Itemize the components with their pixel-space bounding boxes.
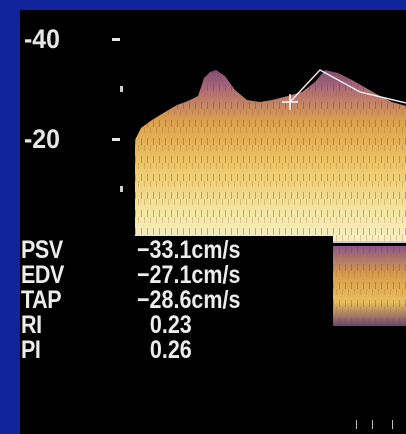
measurement-key: EDV xyxy=(21,261,64,289)
scale-tick-mid xyxy=(112,138,120,141)
measurement-value: −27.1cm/s xyxy=(137,261,241,289)
measurement-value: 0.23 xyxy=(149,311,192,339)
measurement-row: EDV −27.1cm/s xyxy=(21,261,333,289)
measurement-value: −28.6cm/s xyxy=(137,286,241,314)
measurement-value: −33.1cm/s xyxy=(137,236,241,264)
measurement-table: PSV −33.1cm/s EDV −27.1cm/s TAP −28.6cm/… xyxy=(21,236,333,364)
measurement-row: TAP −28.6cm/s xyxy=(21,286,333,314)
scale-label-upper: -40 xyxy=(24,24,60,54)
time-marker xyxy=(356,420,357,429)
spectral-doppler-display xyxy=(135,69,406,326)
scale-dot xyxy=(120,186,123,192)
measurement-key: TAP xyxy=(21,286,62,314)
scale-label-mid: -20 xyxy=(24,124,60,154)
measurement-key: PSV xyxy=(21,236,63,264)
doppler-viewport: -40 -20 PSV −33.1cm/s EDV −27.1cm/s TAP … xyxy=(20,10,406,434)
measurement-key: PI xyxy=(21,336,41,364)
time-marker xyxy=(392,420,393,429)
measurement-key: RI xyxy=(21,311,42,339)
scale-tick-upper xyxy=(112,38,120,41)
scale-dot xyxy=(120,86,123,92)
measurement-row: RI 0.23 xyxy=(21,311,333,339)
measurement-value: 0.26 xyxy=(149,336,192,364)
measurement-row: PI 0.26 xyxy=(21,336,333,364)
time-marker xyxy=(372,420,373,429)
crosshair-icon[interactable] xyxy=(282,94,298,110)
velocity-trace xyxy=(289,69,406,104)
measurement-row: PSV −33.1cm/s xyxy=(21,236,333,264)
